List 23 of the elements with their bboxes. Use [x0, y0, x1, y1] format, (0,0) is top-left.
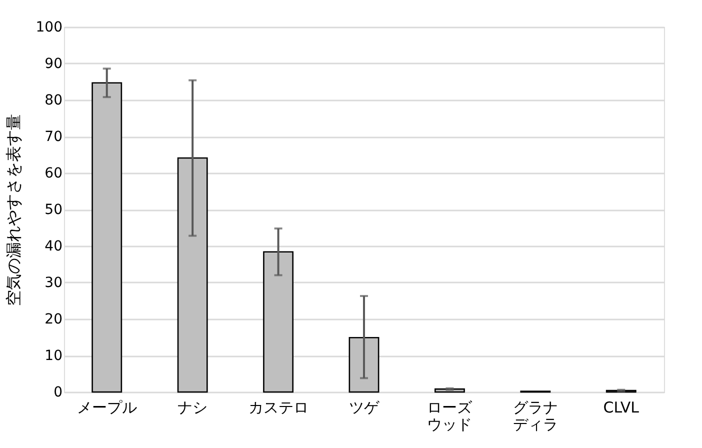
y-tick-label: 90 [44, 56, 62, 72]
x-tick-label: グラナディラ [512, 398, 558, 434]
x-tick-label: ツゲ [349, 398, 380, 416]
y-tick-label: 100 [36, 20, 62, 36]
y-tick-label: 10 [44, 348, 62, 364]
y-tick-label: 40 [44, 238, 62, 254]
y-tick-label: 30 [44, 275, 62, 291]
x-tick-label: ローズウッド [427, 398, 474, 434]
y-tick-label: 70 [44, 129, 62, 145]
y-tick-label: 0 [54, 384, 62, 400]
x-tick-label: ナシ [178, 398, 208, 416]
bar [348, 336, 380, 393]
y-tick-label: 60 [44, 166, 62, 182]
y-axis-title: 空気の漏れやすさを表す量 [4, 114, 23, 306]
bar [92, 82, 122, 393]
x-tick-label: メープル [76, 398, 137, 416]
x-tick-label: CLVL [603, 398, 640, 416]
bar [177, 157, 208, 393]
y-tick-label: 20 [44, 312, 62, 328]
y-tick-label: 50 [44, 202, 62, 218]
bar [263, 251, 294, 393]
x-tick-label: カステロ [248, 398, 308, 416]
y-tick-label: 80 [44, 92, 62, 108]
